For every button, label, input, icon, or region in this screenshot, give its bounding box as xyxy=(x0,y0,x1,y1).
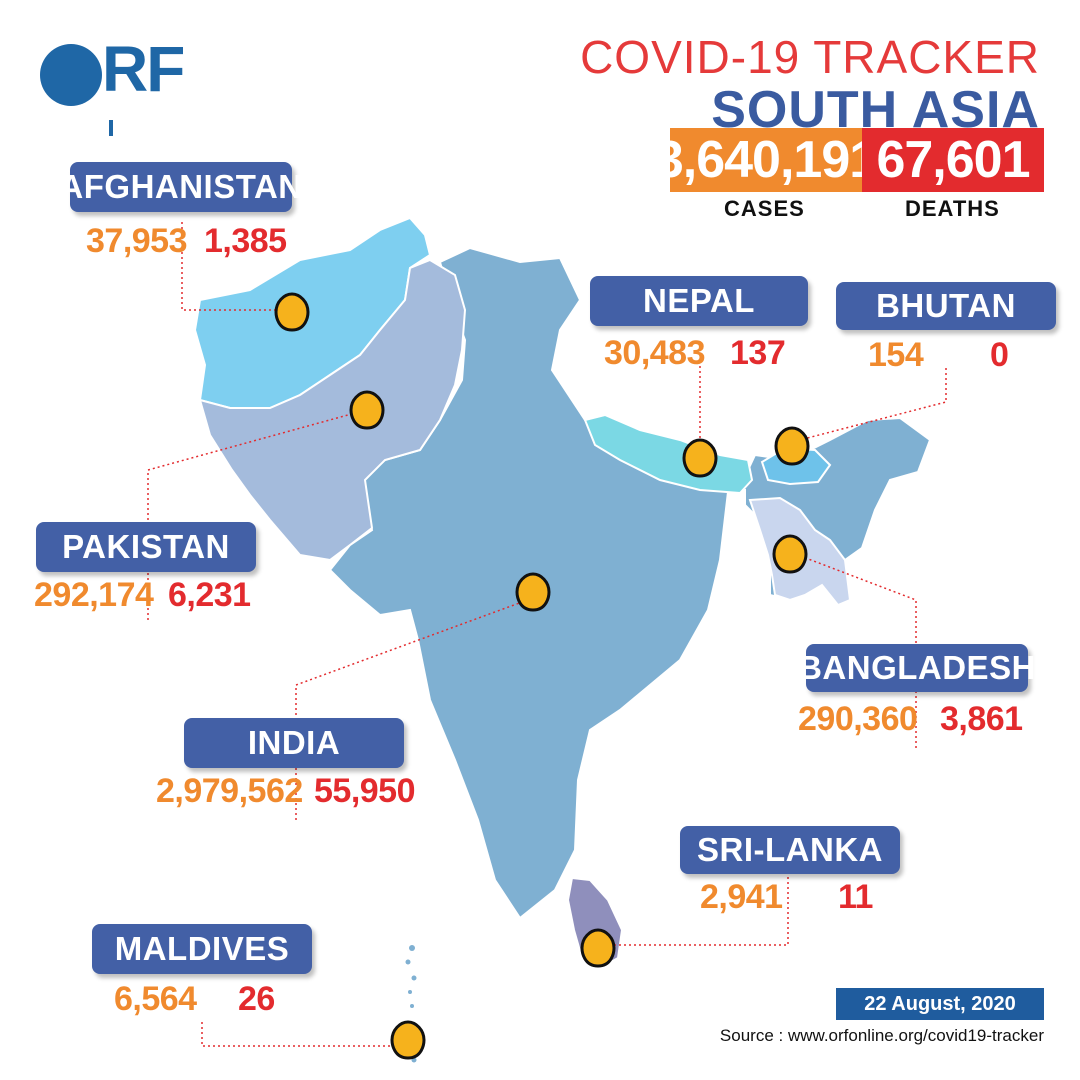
pakistan-label: PAKISTAN xyxy=(36,522,256,572)
cases-label: CASES xyxy=(724,196,805,221)
tree-logo-icon xyxy=(40,44,130,138)
pakistan-deaths: 6,231 xyxy=(168,576,251,614)
afghanistan-cases: 37,953 xyxy=(86,222,188,260)
pakistan-cases: 292,174 xyxy=(34,576,154,614)
india-label: INDIA xyxy=(184,718,404,768)
india-cases: 2,979,562 xyxy=(156,772,303,810)
total-cases: 3,640,191 xyxy=(655,128,878,192)
bhutan-cases: 154 xyxy=(868,336,924,374)
total-deaths: 67,601 xyxy=(862,128,1044,192)
bangladesh-label: BANGLADESH xyxy=(798,644,1035,692)
nepal-label: NEPAL xyxy=(590,276,808,326)
bangladesh-deaths: 3,861 xyxy=(940,700,1023,738)
source-text: Source : www.orfonline.org/covid19-track… xyxy=(719,1026,1044,1045)
deaths-label: DEATHS xyxy=(905,196,1000,221)
india-deaths: 55,950 xyxy=(314,772,416,810)
nepal-deaths: 137 xyxy=(730,334,786,372)
date-badge: 22 August, 2020 xyxy=(836,988,1044,1020)
bangladesh-cases: 290,360 xyxy=(798,700,918,738)
pakistan-region xyxy=(198,258,467,562)
logo-text: RF xyxy=(102,33,185,105)
afghanistan-deaths: 1,385 xyxy=(204,222,287,260)
bhutan-label: BHUTAN xyxy=(836,282,1056,330)
bhutan-deaths: 0 xyxy=(990,336,1009,374)
maldives-deaths: 26 xyxy=(238,980,275,1018)
srilanka-cases: 2,941 xyxy=(700,878,783,916)
srilanka-region xyxy=(566,876,624,970)
bhutan-region xyxy=(760,446,832,486)
nepal-cases: 30,483 xyxy=(604,334,706,372)
afghanistan-label: AFGHANISTAN xyxy=(59,162,302,212)
maldives-label: MALDIVES xyxy=(92,924,312,974)
srilanka-label: SRI-LANKA xyxy=(680,826,900,874)
maldives-cases: 6,564 xyxy=(114,980,197,1018)
title-line1: COVID-19 TRACKER xyxy=(580,31,1040,83)
maldives-islands xyxy=(405,945,417,1063)
srilanka-deaths: 11 xyxy=(838,878,873,916)
